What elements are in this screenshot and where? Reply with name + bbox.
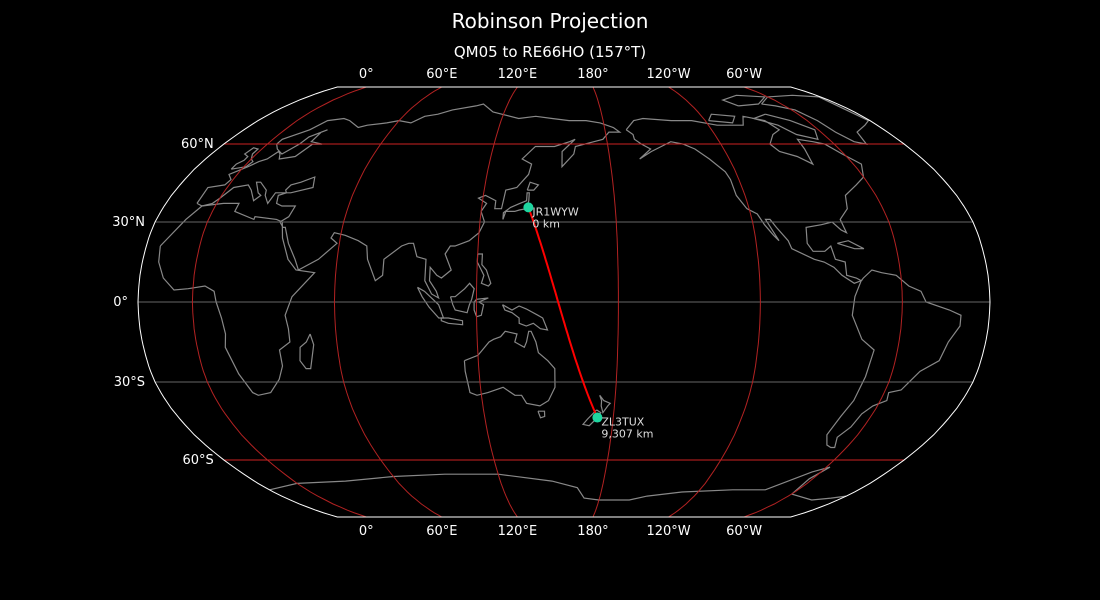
coastline [440, 317, 464, 326]
map-outline [137, 86, 991, 518]
longitude-label-bottom: 120°E [498, 524, 538, 539]
latitude-label: 0° [113, 295, 128, 310]
longitude-label-top: 60°W [726, 67, 762, 82]
great-circle-path [527, 207, 599, 419]
coastline [537, 410, 546, 419]
meridian-line [191, 86, 367, 518]
meridian-line [743, 86, 903, 518]
meridian-line [475, 86, 518, 518]
longitude-label-top: 180° [577, 67, 608, 82]
coastline [502, 192, 530, 220]
figure-subtitle: QM05 to RE66HO (157°T) [453, 43, 647, 61]
latitude-label: 30°S [114, 375, 145, 390]
coastline [708, 113, 736, 124]
coastline [269, 466, 847, 501]
latitude-label: 60°N [181, 137, 214, 152]
station-distance: 9,307 km [601, 428, 653, 441]
longitude-label-bottom: 120°W [646, 524, 690, 539]
coastline [476, 253, 492, 287]
coastline [599, 394, 612, 414]
tick-labels: 60°N 30°N 0° 30°S 60°S 0° 0° 60°E 60°E 120°E 120°E… [112, 67, 762, 539]
coastline [449, 282, 475, 314]
latitude-label: 60°S [182, 453, 213, 468]
figure-title: Robinson Projection [451, 9, 649, 33]
coastline [721, 94, 767, 107]
coastlines [158, 94, 962, 501]
coastline [526, 181, 540, 191]
longitude-label-bottom: 180° [577, 524, 608, 539]
coastline [416, 286, 445, 319]
longitude-label-bottom: 0° [359, 524, 374, 539]
longitude-label-top: 0° [359, 67, 374, 82]
coastline [473, 297, 489, 318]
graticule [138, 86, 990, 518]
coastline [761, 94, 870, 145]
coastline [196, 103, 622, 300]
coastline [625, 115, 865, 284]
station-callsign: JR1WYW [531, 205, 578, 218]
station-callsign: ZL3TUX [601, 416, 644, 429]
coastline [837, 240, 865, 250]
coastline [501, 304, 549, 331]
meridian-line [668, 86, 761, 518]
station-marker[interactable] [523, 202, 534, 213]
coastline [463, 330, 556, 407]
coastline [581, 409, 602, 427]
meridian-line [592, 86, 619, 518]
coastline [751, 113, 819, 141]
longitude-label-bottom: 60°E [426, 524, 457, 539]
longitude-label-bottom: 60°W [726, 524, 762, 539]
coastline [299, 333, 315, 370]
coastline [826, 269, 962, 449]
coastline [230, 147, 260, 170]
longitude-label-top: 60°E [426, 67, 457, 82]
longitude-label-top: 120°W [646, 67, 690, 82]
station-distance: 0 km [532, 217, 560, 230]
longitude-label-top: 120°E [498, 67, 538, 82]
meridian-line [333, 86, 443, 518]
latitude-label: 30°N [112, 215, 145, 230]
coastline [158, 202, 316, 396]
station-marker[interactable] [592, 412, 603, 423]
